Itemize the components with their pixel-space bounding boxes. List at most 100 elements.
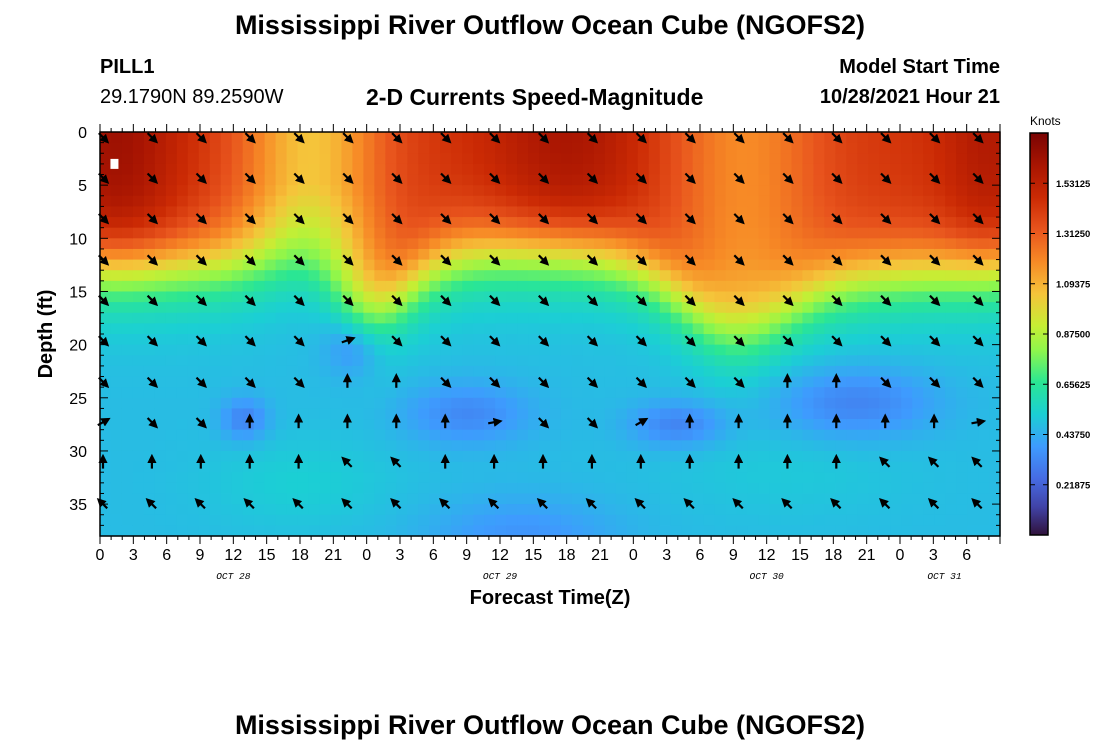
heat-cell [451,472,463,484]
heat-cell [176,344,189,356]
heat-cell [187,132,200,144]
heat-cell [923,227,935,239]
heat-cell [121,365,134,378]
heat-cell [187,185,200,197]
heat-cell [264,525,277,537]
heat-cell [813,174,825,186]
heat-cell [154,334,167,346]
heat-cell [121,493,134,505]
heat-cell [670,440,683,452]
heat-cell [473,280,485,293]
heat-cell [560,493,573,505]
heat-cell [528,397,540,410]
x-tick-label: 18 [291,547,309,564]
heat-cell [593,334,606,346]
current-arrow [684,254,696,266]
heat-cell [462,472,474,484]
heat-cell [692,185,705,197]
heat-cell [264,461,277,473]
heat-cell [220,482,233,495]
heat-cell [187,163,200,176]
heat-cell [890,397,902,410]
heat-cell [736,525,749,537]
heat-cell [637,227,650,239]
heat-cell [692,153,705,165]
heat-cell [956,206,968,218]
heat-cell [978,355,990,367]
heat-cell [198,440,211,452]
heat-cell [967,163,979,176]
heat-cell [879,344,891,356]
heat-cell [385,217,397,229]
heat-cell [989,408,1001,420]
heat-cell [846,302,858,314]
heat-cell [286,174,299,186]
heat-cell [407,270,419,282]
heat-cell [209,334,222,346]
heat-cell [967,461,979,473]
heat-cell [989,514,1001,526]
heat-cell [528,493,540,505]
heat-cell [813,365,825,378]
heat-cell [539,387,551,399]
heat-cell [604,217,617,229]
heat-cell [396,397,408,410]
heat-cell [429,280,441,293]
heat-cell [297,280,310,293]
heat-cell [923,344,935,356]
heat-cell [143,450,156,463]
heat-cell [758,270,771,282]
heat-cell [692,429,705,441]
heat-cell [242,217,255,229]
heat-cell [539,153,551,165]
heat-cell [725,397,738,410]
heat-cell [648,227,661,239]
heat-cell [286,461,299,473]
heat-cell [857,280,869,293]
heat-cell [429,440,441,452]
heat-cell [242,472,255,484]
heat-cell [615,185,628,197]
current-arrow [782,294,794,307]
heat-cell [484,323,496,335]
current-arrow [341,456,353,468]
heat-cell [374,280,386,293]
heat-cell [297,195,310,208]
heat-cell [330,259,343,271]
heat-cell [934,270,946,282]
heat-cell [275,344,288,356]
heat-cell [582,408,595,420]
heat-cell [637,472,650,484]
heat-cell [319,408,332,420]
heat-cell [879,472,891,484]
heat-cell [725,153,738,165]
heat-cell [571,163,584,176]
heat-cell [110,450,123,463]
heat-cell [352,132,365,144]
heat-cell [824,195,836,208]
heat-cell [670,365,683,378]
y-tick-label: 15 [69,284,87,301]
heat-cell [407,153,419,165]
heat-cell [539,429,551,441]
heat-cell [593,397,606,410]
heat-cell [209,238,222,250]
heat-cell [220,259,233,271]
heat-cell [176,419,189,431]
heat-cell [659,493,672,505]
heat-cell [813,482,825,495]
heat-cell [473,163,485,176]
heat-cell [528,482,540,495]
heat-cell [659,355,672,367]
heat-cell [890,291,902,303]
heat-cell [923,461,935,473]
current-arrow [244,132,256,144]
heat-cell [593,270,606,282]
heat-cell [681,153,694,165]
heat-cell [517,291,529,303]
heat-cell [176,163,189,176]
heat-cell [253,259,266,271]
heat-cell [330,153,343,165]
heat-cell [451,206,463,218]
heat-cell [231,482,244,495]
